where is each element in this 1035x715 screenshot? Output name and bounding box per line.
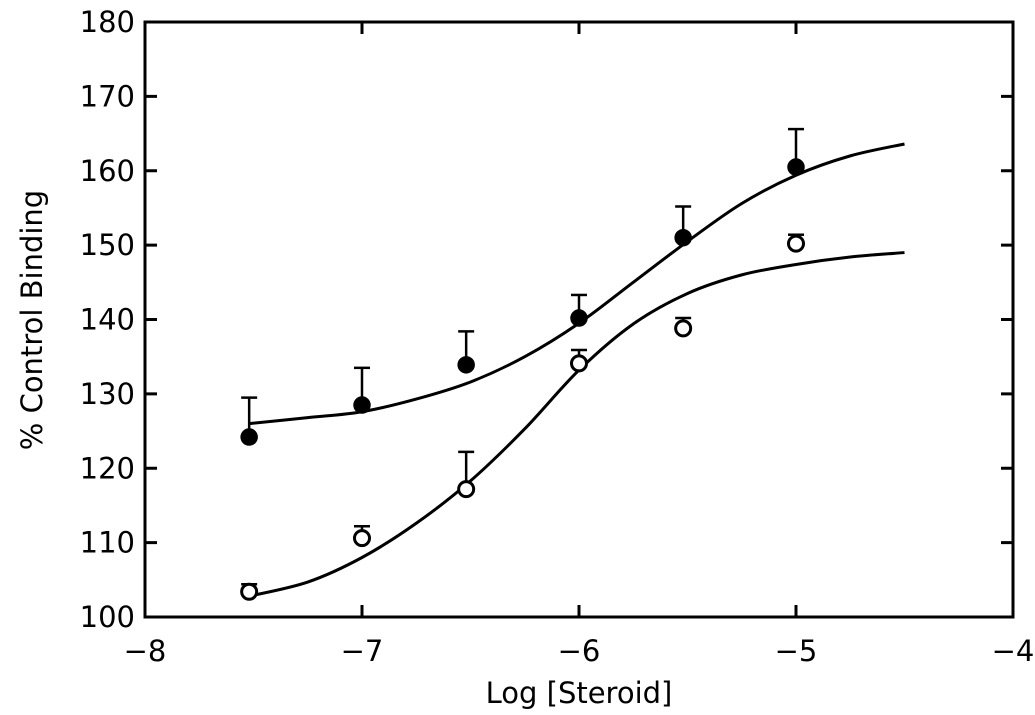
- data-point: [457, 356, 475, 374]
- data-points: [240, 158, 805, 601]
- y-tick-label: 150: [80, 228, 135, 262]
- x-tick-label: −4: [992, 634, 1035, 668]
- y-tick-label: 170: [80, 79, 135, 113]
- data-point: [787, 158, 805, 176]
- y-tick-label: 140: [80, 303, 135, 337]
- x-tick-label: −8: [124, 634, 167, 668]
- error-bars: [241, 127, 804, 592]
- y-tick-label: 180: [80, 5, 135, 39]
- x-axis: −8 −7 −6 −5 −4: [124, 22, 1035, 668]
- data-point: [353, 529, 371, 548]
- data-point: [240, 582, 259, 601]
- data-point: [240, 428, 258, 446]
- data-point: [570, 309, 588, 327]
- y-axis: 100 110 120 130 140 150 160 170 180: [80, 5, 1013, 634]
- y-tick-label: 120: [80, 451, 135, 485]
- y-tick-label: 100: [80, 600, 135, 634]
- fit-curve-line: [248, 251, 905, 598]
- y-axis-title: % Control Binding: [15, 190, 49, 450]
- x-tick-label: −5: [775, 634, 818, 668]
- x-axis-title: Log [Steroid]: [486, 676, 673, 710]
- x-tick-label: −7: [341, 634, 384, 668]
- x-tick-label: −6: [558, 634, 601, 668]
- fit-curve-line: [249, 142, 905, 426]
- data-point: [570, 354, 588, 373]
- data-point: [787, 234, 805, 253]
- data-point: [674, 319, 693, 338]
- data-point: [674, 228, 692, 247]
- data-point: [457, 480, 476, 499]
- y-tick-label: 130: [80, 377, 135, 411]
- y-tick-label: 160: [80, 154, 135, 188]
- data-point: [353, 396, 371, 414]
- y-tick-label: 110: [80, 526, 135, 560]
